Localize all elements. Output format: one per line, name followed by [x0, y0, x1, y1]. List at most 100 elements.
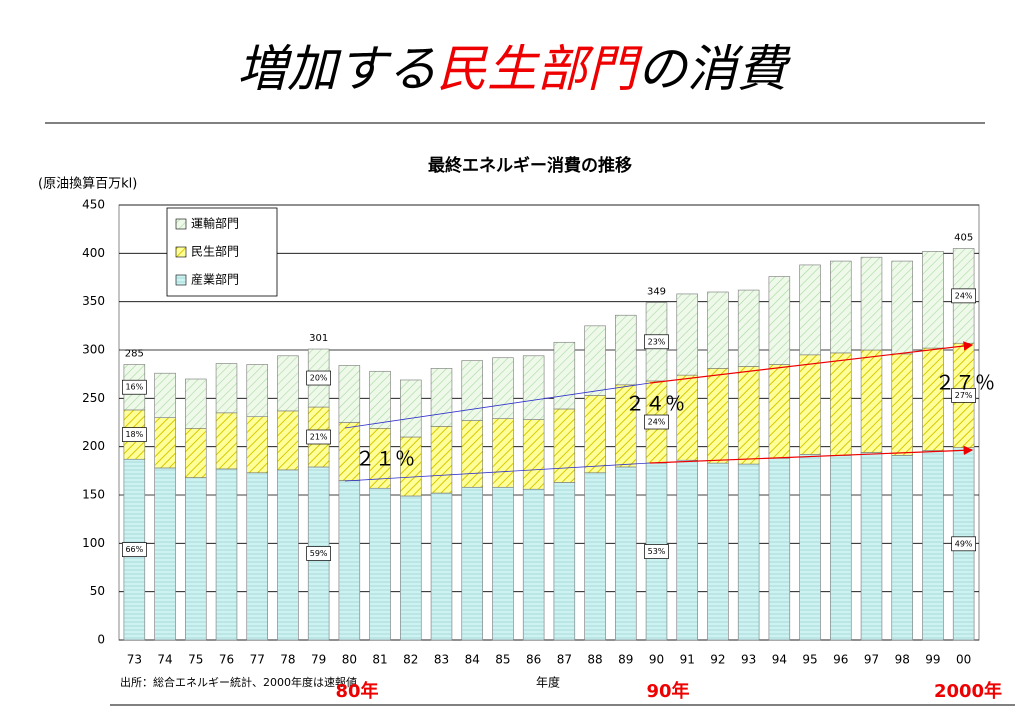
- bar-segment: [338, 365, 361, 423]
- share-label: 16%: [125, 383, 143, 392]
- bar-segment: [676, 293, 698, 376]
- bar-segment: [891, 353, 913, 456]
- bar-segment: [830, 455, 852, 641]
- bar-segment: [860, 349, 883, 453]
- x-tick-label: 78: [280, 653, 295, 667]
- x-tick-label: 91: [680, 653, 695, 667]
- bar-segment: [185, 477, 207, 641]
- x-tick-label: 73: [127, 653, 142, 667]
- bar-segment: [830, 260, 852, 354]
- x-tick-label: 00: [956, 653, 971, 667]
- legend-label: 民生部門: [191, 244, 239, 259]
- bar-segment: [400, 495, 422, 641]
- legend-label: 運輸部門: [191, 216, 239, 231]
- x-tick-label: 87: [557, 653, 572, 667]
- bar-segment: [768, 364, 791, 459]
- share-label-box: [306, 370, 331, 386]
- legend-swatch: [175, 246, 187, 258]
- trend-line: [344, 462, 651, 482]
- bar-segment: [522, 419, 545, 490]
- legend-swatch: [175, 274, 187, 286]
- bar-segment: [246, 472, 268, 641]
- bar-segment: [615, 466, 637, 641]
- bar-segment: [522, 355, 545, 420]
- bar-segment: [891, 455, 913, 641]
- x-tick-label: 77: [250, 653, 265, 667]
- x-tick-label: 93: [741, 653, 756, 667]
- total-label: 285: [125, 349, 144, 360]
- x-tick-label: 83: [434, 653, 449, 667]
- bar-segment: [707, 368, 729, 464]
- x-tick-label: 98: [895, 653, 910, 667]
- x-tick-label: 90: [649, 653, 664, 667]
- x-tick-label: 79: [311, 653, 326, 667]
- bar-segment: [737, 366, 760, 465]
- bar-segment: [707, 291, 729, 369]
- share-label-box: [306, 429, 331, 445]
- total-label: 405: [954, 233, 973, 244]
- bar-segment: [737, 289, 760, 367]
- trend-arrow: [649, 341, 974, 384]
- bar-segment: [553, 408, 576, 483]
- title-highlight: 民生部門: [437, 40, 643, 98]
- bar-segment: [215, 412, 238, 470]
- bar-segment: [185, 427, 207, 478]
- x-tick-label: 89: [618, 653, 633, 667]
- bar-segment: [492, 357, 514, 419]
- y-tick-label: 50: [90, 584, 105, 598]
- share-label-box: [644, 414, 669, 430]
- bar-segment: [400, 379, 422, 438]
- total-label: 349: [647, 287, 666, 298]
- x-tick-label: 92: [710, 653, 725, 667]
- bar-segment: [277, 355, 299, 412]
- x-tick-label: 94: [772, 653, 787, 667]
- x-tick-label: 76: [219, 653, 234, 667]
- bar-segment: [430, 368, 453, 427]
- bar-segment: [584, 325, 606, 396]
- bar-segment: [492, 486, 514, 641]
- bar-segment: [369, 370, 391, 429]
- x-tick-label: 97: [864, 653, 879, 667]
- y-tick-label: 250: [82, 391, 105, 405]
- annotation: ２７％: [935, 371, 995, 395]
- x-tick-label: 95: [802, 653, 817, 667]
- share-label: 59%: [310, 549, 328, 558]
- bar-segment: [584, 395, 606, 474]
- y-tick-label: 400: [82, 246, 105, 260]
- share-label: 53%: [648, 547, 666, 556]
- bar-segment: [584, 472, 606, 641]
- share-label-box: [122, 427, 147, 442]
- share-label: 21%: [310, 433, 328, 442]
- total-label: 301: [309, 333, 328, 344]
- share-label: 20%: [310, 374, 328, 383]
- bar-segment: [676, 374, 698, 461]
- year-mark: 90年: [646, 680, 689, 702]
- y-tick-label: 450: [82, 198, 105, 212]
- annotation: ２１％: [355, 447, 415, 471]
- share-label-box: [644, 334, 669, 350]
- legend-label: 産業部門: [191, 272, 239, 287]
- bar-segment: [830, 352, 852, 456]
- share-label-box: [951, 288, 976, 304]
- bar-segment: [338, 480, 361, 641]
- title-part: 増加する: [237, 40, 437, 98]
- x-tick-label: 74: [157, 653, 172, 667]
- bar-segment: [492, 418, 514, 488]
- y-tick-label: 300: [82, 343, 105, 357]
- share-label: 49%: [955, 539, 973, 548]
- x-tick-label: 99: [925, 653, 940, 667]
- x-tick-label: 81: [372, 653, 387, 667]
- share-label-box: [306, 546, 331, 561]
- bar-segment: [922, 251, 944, 349]
- bar-segment: [676, 459, 698, 641]
- bar-segment: [553, 482, 576, 641]
- bar-segment: [461, 360, 483, 421]
- x-tick-label: 86: [526, 653, 541, 667]
- year-mark: 80年: [335, 680, 378, 702]
- bar-segment: [246, 364, 268, 418]
- bar-segment: [154, 417, 176, 469]
- y-tick-label: 150: [82, 488, 105, 502]
- bar-segment: [277, 469, 299, 641]
- bar-segment: [615, 314, 637, 386]
- share-label-box: [122, 379, 147, 395]
